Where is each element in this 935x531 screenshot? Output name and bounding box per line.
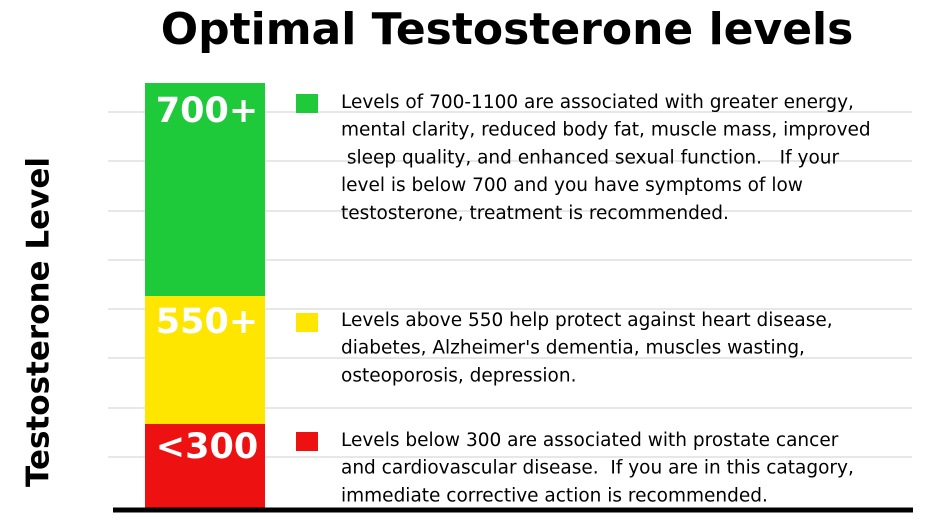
zone-band [145,83,265,296]
legend-square [296,313,318,332]
description-line: sleep quality, and enhanced sexual funct… [341,147,840,168]
description-line: immediate corrective action is recommend… [341,485,768,506]
zones: 700+ Levels of 700-1100 are associated wi… [145,83,871,508]
zone-label: 550+ [156,302,258,342]
zone-band [145,424,265,508]
description-line: Levels below 300 are associated with pro… [341,430,839,451]
description-line: mental clarity, reduced body fat, muscle… [341,120,871,141]
y-axis-label: Testosterone Level [21,157,57,487]
description-line: osteoporosis, depression. [341,365,576,386]
description-line: diabetes, Alzheimer's dementia, muscles … [341,338,805,359]
title: Optimal Testosterone levels [161,4,854,55]
description-line: and cardiovascular disease. If you are i… [341,458,854,479]
zone-label: 700+ [156,91,258,131]
zone-band [145,296,265,424]
description-line: level is below 700 and you have symptoms… [341,175,803,196]
description-line: testosterone, treatment is recommended. [341,203,729,224]
zone-label: <300 [156,427,258,467]
description-line: Levels above 550 help protect against he… [341,310,833,331]
legend-square [296,94,318,113]
legend-square [296,432,318,451]
description-line: Levels of 700-1100 are associated with g… [341,92,854,113]
